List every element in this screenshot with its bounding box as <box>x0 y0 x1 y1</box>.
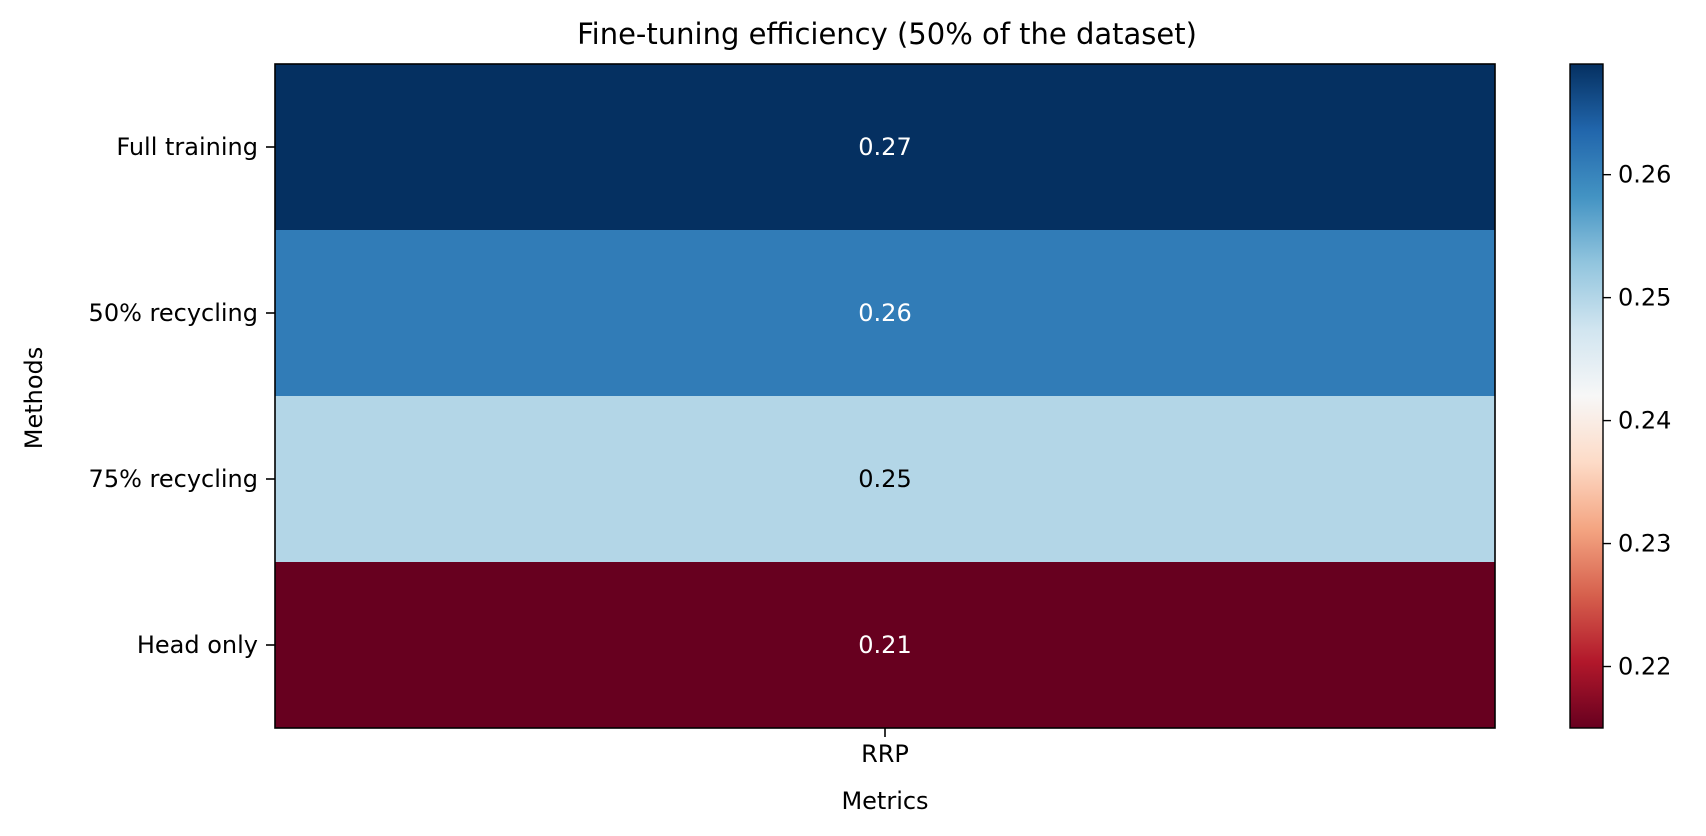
heatmap-cell-labels: 0.27 0.26 0.25 0.21 <box>858 133 911 659</box>
cell-value-label: 0.27 <box>858 133 911 161</box>
y-axis-label: Methods <box>20 347 48 450</box>
cell-value-label: 0.25 <box>858 465 911 493</box>
x-tick-label: RRP <box>861 740 909 768</box>
x-axis-label: Metrics <box>841 787 928 815</box>
x-axis-ticks: RRP <box>861 728 909 768</box>
y-tick-label: Full training <box>116 133 258 161</box>
colorbar-tick-label: 0.23 <box>1618 530 1671 558</box>
colorbar-ticks: 0.22 0.23 0.24 0.25 0.26 <box>1603 161 1671 681</box>
colorbar-tick-label: 0.22 <box>1618 653 1671 681</box>
colorbar <box>1569 63 1604 729</box>
heatmap-cells <box>275 64 1495 729</box>
colorbar-tick-label: 0.24 <box>1618 407 1671 435</box>
chart-title: Fine-tuning efficiency (50% of the datas… <box>577 17 1197 51</box>
heatmap-cell <box>275 562 1495 729</box>
cell-value-label: 0.26 <box>858 299 911 327</box>
colorbar-tick-label: 0.25 <box>1618 284 1671 312</box>
y-tick-label: 50% recycling <box>89 299 258 327</box>
heatmap-cell <box>275 64 1495 231</box>
y-axis-ticks: Full training 50% recycling 75% recycling H… <box>89 133 275 659</box>
y-tick-label: Head only <box>137 631 258 659</box>
colorbar-tick-label: 0.26 <box>1618 161 1671 189</box>
heatmap-cell <box>275 396 1495 563</box>
heatmap-cell <box>275 230 1495 397</box>
y-tick-label: 75% recycling <box>89 465 258 493</box>
cell-value-label: 0.21 <box>858 631 911 659</box>
